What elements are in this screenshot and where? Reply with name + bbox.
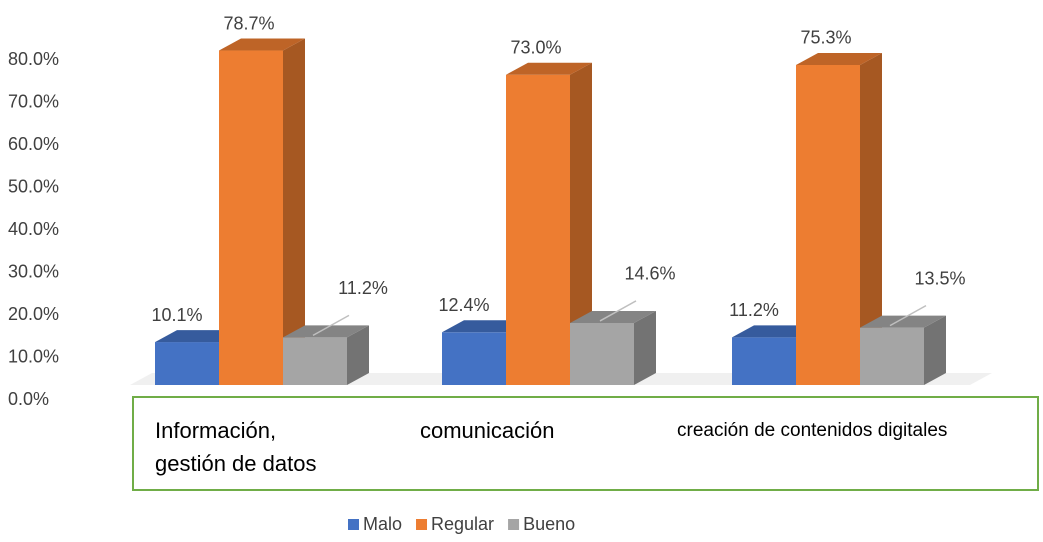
leader-line xyxy=(312,314,350,337)
bar-front xyxy=(860,327,924,385)
value-label: 13.5% xyxy=(914,268,965,288)
bar-front xyxy=(796,64,860,385)
bar-top xyxy=(283,325,369,338)
y-tick-label: 70.0% xyxy=(8,91,59,111)
legend-label: Regular xyxy=(431,514,494,534)
x-tick-label: comunicación xyxy=(420,418,555,443)
category-box xyxy=(132,396,1039,491)
bar xyxy=(860,315,946,385)
bar-side xyxy=(634,310,656,385)
bar-side xyxy=(860,52,882,385)
legend-label: Malo xyxy=(363,514,402,534)
bar-front xyxy=(219,50,283,386)
y-tick-label: 20.0% xyxy=(8,304,59,324)
legend-swatch xyxy=(508,519,520,530)
bar xyxy=(506,62,592,385)
bar-top xyxy=(796,52,882,65)
value-label: 11.2% xyxy=(338,278,388,298)
bar-front xyxy=(283,337,347,385)
legend-label: Bueno xyxy=(523,514,575,534)
legend-swatch xyxy=(348,519,359,530)
bar-front xyxy=(442,332,506,385)
y-tick-label: 10.0% xyxy=(8,346,59,366)
bar xyxy=(283,325,369,385)
bar-front xyxy=(732,337,796,385)
leader-line xyxy=(599,300,637,322)
bar-top xyxy=(860,315,946,328)
bar-front xyxy=(570,322,634,385)
bar-side xyxy=(570,62,592,385)
bar-top xyxy=(219,38,305,51)
value-label: 73.0% xyxy=(510,38,561,58)
value-label: 10.1% xyxy=(151,305,202,325)
y-tick-label: 30.0% xyxy=(8,261,59,281)
bar-side xyxy=(283,38,305,386)
value-label: 75.3% xyxy=(800,28,851,48)
value-label: 78.7% xyxy=(223,13,274,33)
bar-front xyxy=(506,74,570,385)
y-tick-label: 50.0% xyxy=(8,176,59,196)
x-tick-label: creación de contenidos digitales xyxy=(677,420,948,441)
legend-swatch xyxy=(416,519,428,530)
bar-top xyxy=(570,310,656,323)
bar-side xyxy=(924,315,946,385)
bar-side xyxy=(347,325,369,385)
bar-front xyxy=(155,342,219,385)
y-tick-label: 60.0% xyxy=(8,134,59,154)
bar xyxy=(219,38,305,386)
bar xyxy=(570,310,656,385)
y-tick-label: 80.0% xyxy=(8,49,59,69)
value-label: 11.2% xyxy=(729,300,779,320)
bar xyxy=(796,52,882,385)
y-tick-label: 0.0% xyxy=(8,389,49,409)
y-tick-label: 40.0% xyxy=(8,219,59,239)
value-label: 14.6% xyxy=(624,264,675,284)
value-label: 12.4% xyxy=(438,295,489,315)
bar-top xyxy=(506,62,592,75)
x-tick-label: Información, gestión de datos xyxy=(155,418,317,476)
leader-line xyxy=(889,304,927,327)
